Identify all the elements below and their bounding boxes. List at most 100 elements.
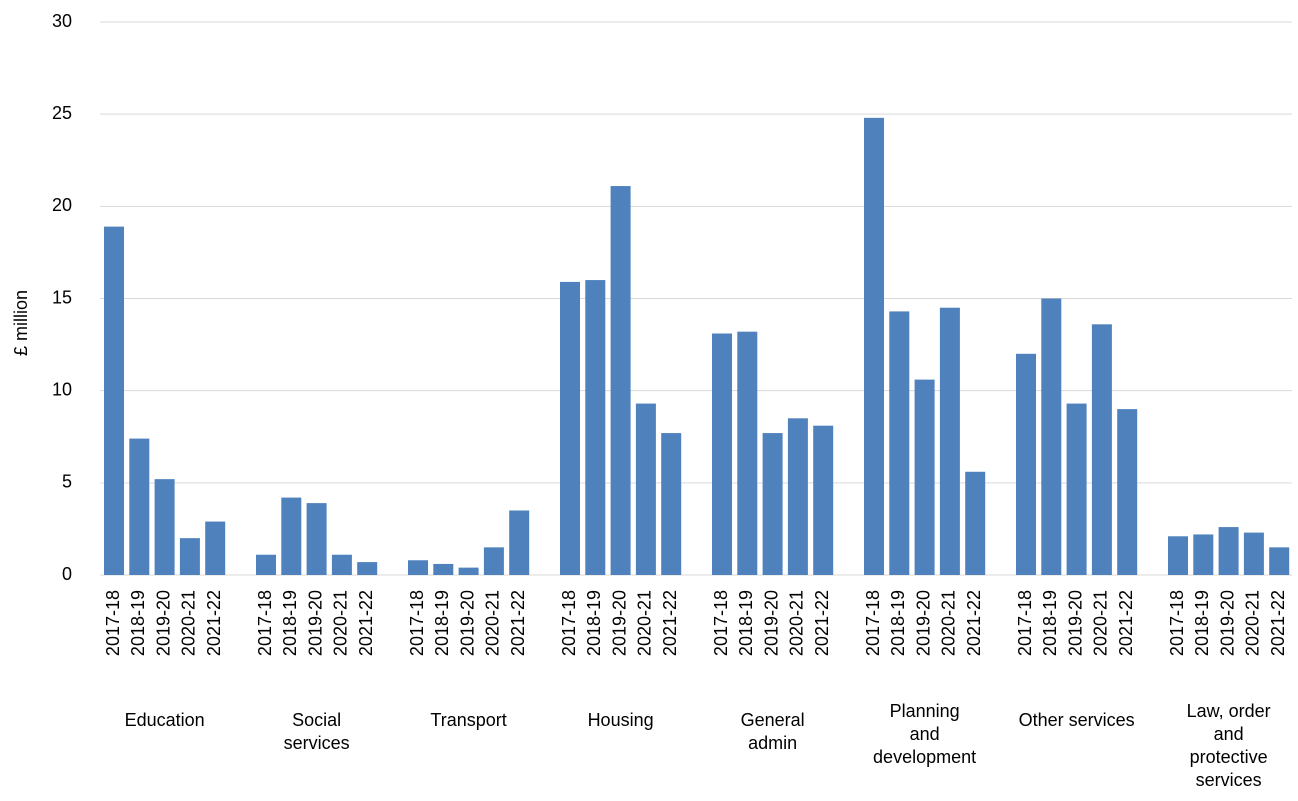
x-tick-label: 2018-19 [888,590,908,656]
x-tick-label: 2019-20 [305,590,325,656]
group-label: and [1214,724,1244,744]
x-tick-label: 2017-18 [407,590,427,656]
bar [889,311,910,575]
bar [1066,403,1087,575]
bar [104,226,124,576]
x-tick-label: 2019-20 [1217,590,1237,656]
bar [306,503,327,575]
bar [864,117,884,575]
bar [560,281,580,575]
y-tick-label: 15 [52,287,72,307]
x-tick-label: 2017-18 [559,590,579,656]
x-tick-label: 2021-22 [1268,590,1288,656]
x-tick-label: 2019-20 [1065,590,1085,656]
group-label: Transport [430,710,506,730]
group-label: Social [292,710,341,730]
x-tick-label: 2019-20 [761,590,781,656]
bar [585,280,606,575]
bar [408,560,428,575]
x-tick-label: 2021-22 [204,590,224,656]
x-tick-label: 2018-19 [584,590,604,656]
x-tick-label: 2020-21 [787,590,807,656]
bar [458,567,479,575]
x-tick-label: 2017-18 [1167,590,1187,656]
bar [1168,536,1188,575]
bar [914,379,935,575]
bar [433,563,454,575]
bar [1016,353,1036,575]
x-tick-label: 2017-18 [1015,590,1035,656]
y-tick-label: 25 [52,103,72,123]
x-tick-label: 2018-19 [1040,590,1060,656]
bar [1041,298,1062,575]
group-label: Housing [588,710,654,730]
group-label: Other services [1019,710,1135,730]
x-tick-label: 2021-22 [1116,590,1136,656]
bar [939,307,960,575]
x-tick-label: 2019-20 [913,590,933,656]
bar [205,521,226,575]
y-tick-label: 10 [52,379,72,399]
x-tick-label: 2021-22 [356,590,376,656]
x-tick-label: 2018-19 [736,590,756,656]
group-label: services [1196,770,1262,790]
x-tick-label: 2020-21 [483,590,503,656]
group-label: protective [1190,747,1268,767]
group-label: Planning [890,701,960,721]
bar [331,554,352,575]
y-tick-label: 0 [62,564,72,584]
bar [1218,527,1239,575]
bar [1269,547,1290,575]
bar [965,471,986,575]
x-tick-label: 2021-22 [660,590,680,656]
bar [1243,532,1264,575]
x-tick-label: 2020-21 [179,590,199,656]
y-tick-label: 5 [62,472,72,492]
bar [635,403,656,575]
group-label: services [284,733,350,753]
bar [813,425,834,575]
bar [154,479,175,575]
bar [179,538,200,575]
x-tick-label: 2017-18 [863,590,883,656]
bar [509,510,530,575]
x-tick-label: 2018-19 [128,590,148,656]
group-label: General [741,710,805,730]
y-axis-label: £ million [11,290,31,356]
bar [129,438,150,575]
x-tick-label: 2021-22 [964,590,984,656]
bar [737,331,758,575]
y-tick-label: 20 [52,195,72,215]
bar [1117,409,1138,575]
bar [610,186,631,575]
bar [787,418,808,575]
x-tick-label: 2020-21 [635,590,655,656]
x-tick-label: 2020-21 [1091,590,1111,656]
group-label: and [910,724,940,744]
x-tick-label: 2017-18 [255,590,275,656]
x-tick-label: 2017-18 [103,590,123,656]
x-tick-label: 2019-20 [457,590,477,656]
bar [256,554,276,575]
bar [281,497,302,575]
group-label: Education [125,710,205,730]
group-label: development [873,747,976,767]
y-tick-label: 30 [52,11,72,31]
bar [712,333,732,575]
bar [1193,534,1214,575]
x-tick-label: 2017-18 [711,590,731,656]
x-tick-label: 2018-19 [432,590,452,656]
x-tick-label: 2020-21 [1243,590,1263,656]
x-tick-label: 2019-20 [609,590,629,656]
x-tick-label: 2021-22 [508,590,528,656]
x-tick-label: 2021-22 [812,590,832,656]
x-tick-label: 2019-20 [153,590,173,656]
bar [483,547,504,575]
x-tick-label: 2018-19 [280,590,300,656]
group-label: admin [748,733,797,753]
x-tick-label: 2020-21 [939,590,959,656]
x-tick-label: 2020-21 [331,590,351,656]
bar [1091,324,1112,575]
group-label: Law, order [1187,701,1271,721]
